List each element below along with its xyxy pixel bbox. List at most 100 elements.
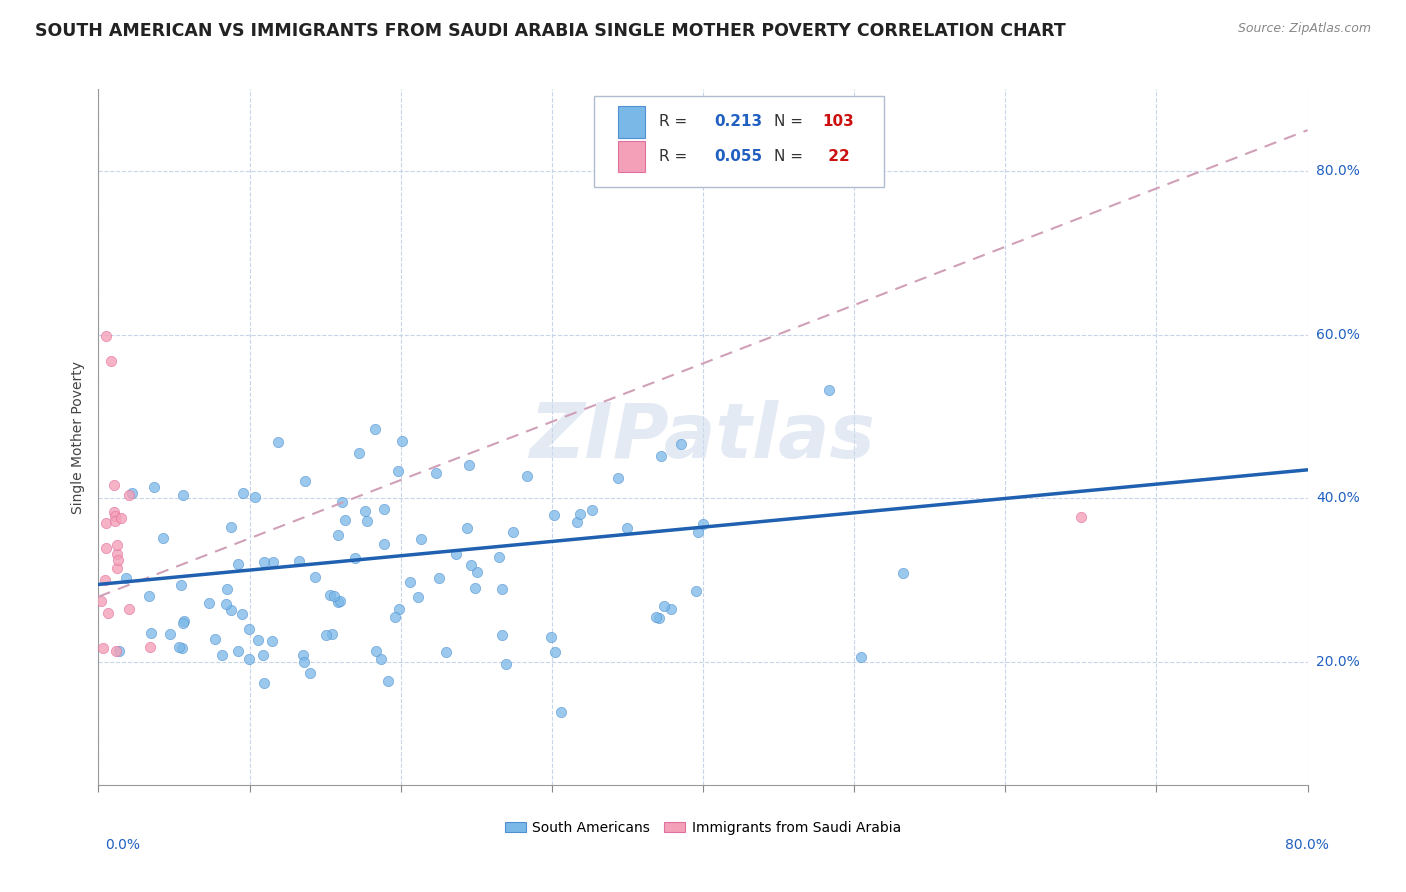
Point: [581, 502, 603, 516]
Point: [170, 640, 193, 655]
Point: [652, 599, 675, 613]
Point: [347, 446, 370, 460]
Point: [333, 512, 356, 526]
Text: N =: N =: [775, 114, 808, 129]
Text: N =: N =: [775, 149, 808, 164]
Text: 0.0%: 0.0%: [105, 838, 141, 852]
Point: [159, 627, 181, 641]
Text: 0.213: 0.213: [714, 114, 762, 129]
Point: [103, 505, 125, 519]
Point: [260, 633, 283, 648]
FancyBboxPatch shape: [619, 141, 645, 172]
Point: [139, 626, 162, 640]
Point: [292, 648, 315, 662]
Text: 0.055: 0.055: [714, 149, 762, 164]
Point: [319, 588, 342, 602]
Point: [427, 571, 450, 585]
Point: [226, 557, 249, 571]
Point: [645, 610, 668, 624]
Point: [323, 589, 346, 603]
Point: [321, 627, 343, 641]
Point: [238, 651, 260, 665]
Point: [460, 558, 482, 572]
Point: [329, 594, 352, 608]
Point: [103, 508, 125, 523]
Point: [491, 628, 513, 642]
Point: [287, 554, 309, 568]
Point: [330, 495, 353, 509]
Text: 80.0%: 80.0%: [1316, 164, 1360, 178]
Point: [262, 555, 284, 569]
Point: [219, 603, 242, 617]
Point: [169, 578, 191, 592]
Point: [606, 470, 628, 484]
Point: [252, 648, 274, 662]
Point: [388, 602, 411, 616]
Point: [409, 532, 432, 546]
Point: [152, 531, 174, 545]
Text: 60.0%: 60.0%: [1316, 327, 1360, 342]
Point: [292, 655, 315, 669]
Point: [232, 485, 254, 500]
Point: [215, 597, 238, 611]
Point: [103, 478, 125, 492]
Point: [387, 464, 409, 478]
Point: [105, 644, 128, 658]
Point: [104, 514, 127, 528]
Text: R =: R =: [659, 114, 693, 129]
Text: 80.0%: 80.0%: [1285, 838, 1329, 852]
Point: [326, 595, 349, 609]
Point: [891, 566, 914, 581]
Point: [198, 596, 221, 610]
Point: [245, 490, 267, 504]
Point: [540, 631, 562, 645]
Legend: South Americans, Immigrants from Saudi Arabia: South Americans, Immigrants from Saudi A…: [499, 815, 907, 840]
Point: [139, 640, 162, 654]
Point: [366, 644, 388, 658]
Point: [96, 541, 118, 555]
Point: [118, 487, 141, 501]
Text: 103: 103: [823, 114, 855, 129]
Point: [406, 590, 429, 604]
Point: [121, 486, 143, 500]
Point: [565, 516, 588, 530]
Point: [502, 524, 524, 539]
Point: [456, 521, 478, 535]
Point: [491, 582, 513, 597]
Point: [516, 468, 538, 483]
Point: [231, 607, 253, 622]
Point: [173, 614, 195, 628]
Point: [457, 458, 479, 473]
FancyBboxPatch shape: [619, 106, 645, 137]
Y-axis label: Single Mother Poverty: Single Mother Poverty: [72, 360, 86, 514]
Point: [488, 549, 510, 564]
Point: [142, 480, 165, 494]
Point: [425, 467, 447, 481]
Point: [328, 528, 350, 542]
Point: [616, 521, 638, 535]
Point: [465, 565, 488, 579]
Point: [669, 436, 692, 450]
Point: [650, 449, 672, 463]
Point: [90, 594, 112, 608]
Point: [391, 434, 413, 448]
Point: [688, 525, 710, 540]
Point: [304, 570, 326, 584]
Point: [543, 508, 565, 522]
Text: R =: R =: [659, 149, 693, 164]
Point: [370, 652, 392, 666]
Point: [659, 602, 682, 616]
Point: [94, 329, 117, 343]
Point: [96, 516, 118, 531]
Point: [434, 645, 457, 659]
Point: [105, 538, 128, 552]
Point: [118, 602, 141, 616]
Point: [550, 705, 572, 719]
Point: [648, 611, 671, 625]
Point: [167, 640, 190, 654]
Point: [356, 514, 378, 528]
Point: [110, 511, 132, 525]
Point: [1070, 510, 1092, 524]
Point: [253, 675, 276, 690]
Point: [373, 502, 395, 516]
